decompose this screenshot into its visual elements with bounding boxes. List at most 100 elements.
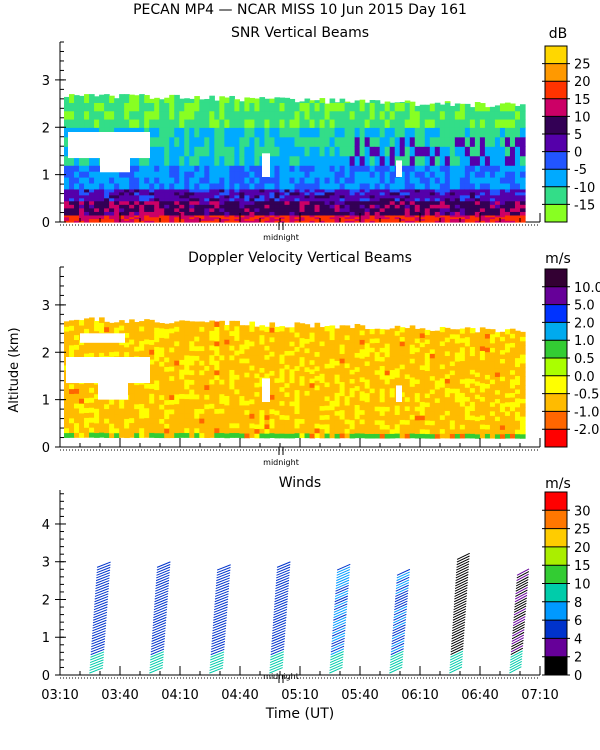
doppler-cell bbox=[454, 406, 461, 412]
snr-cell bbox=[184, 118, 190, 128]
snr-cell bbox=[489, 211, 496, 216]
doppler-cell bbox=[479, 368, 486, 374]
doppler-cell bbox=[79, 349, 85, 355]
doppler-cell bbox=[189, 374, 195, 380]
doppler-cell bbox=[299, 399, 306, 405]
doppler-cell bbox=[164, 418, 170, 424]
wind-barb bbox=[335, 579, 350, 587]
snr-cell bbox=[89, 171, 95, 178]
snr-cell bbox=[214, 220, 220, 223]
doppler-cell bbox=[104, 408, 110, 414]
wind-barb bbox=[272, 622, 287, 629]
snr-cell bbox=[144, 220, 150, 223]
snr-cell bbox=[279, 204, 286, 209]
snr-cell bbox=[154, 200, 160, 205]
snr-cell bbox=[369, 218, 376, 221]
snr-cell bbox=[304, 194, 311, 199]
snr-cell bbox=[329, 155, 336, 166]
doppler-cell bbox=[249, 350, 256, 356]
doppler-cell bbox=[424, 361, 431, 367]
snr-cell bbox=[174, 118, 180, 128]
doppler-cell bbox=[374, 410, 381, 416]
doppler-cell bbox=[274, 354, 281, 360]
doppler-cell bbox=[209, 408, 215, 414]
wind-barb bbox=[89, 662, 104, 669]
snr-cell bbox=[119, 188, 125, 193]
snr-cell bbox=[189, 177, 195, 184]
doppler-cell bbox=[109, 418, 115, 424]
doppler-cell bbox=[294, 336, 301, 343]
snr-cell bbox=[299, 127, 306, 138]
snr-cell bbox=[179, 177, 185, 184]
doppler-cell bbox=[344, 404, 351, 411]
doppler-cell bbox=[259, 367, 266, 373]
snr-cell bbox=[359, 220, 366, 223]
snr-cell bbox=[349, 136, 356, 147]
doppler-cell bbox=[384, 397, 391, 403]
snr-cell bbox=[289, 127, 296, 138]
snr-cell bbox=[169, 218, 175, 221]
snr-cell bbox=[239, 118, 245, 128]
doppler-cell bbox=[254, 400, 261, 406]
doppler-cell bbox=[459, 355, 466, 362]
doppler-cell bbox=[149, 402, 155, 409]
doppler-cell bbox=[244, 418, 251, 425]
doppler-cell bbox=[199, 340, 205, 347]
wind-barb bbox=[273, 606, 288, 613]
snr-cell bbox=[319, 171, 326, 178]
snr-cell bbox=[149, 216, 155, 220]
snr-cell bbox=[484, 127, 491, 138]
snr-cell bbox=[504, 182, 511, 190]
doppler-cell bbox=[419, 401, 426, 407]
doppler-cell bbox=[374, 378, 381, 384]
doppler-cell bbox=[89, 412, 95, 418]
snr-cell bbox=[269, 146, 276, 157]
snr-cell bbox=[494, 188, 501, 193]
snr-cell bbox=[234, 194, 240, 199]
doppler-cell bbox=[449, 347, 456, 353]
snr-cell bbox=[204, 211, 210, 216]
snr-cell bbox=[274, 197, 281, 202]
snr-cell bbox=[114, 171, 120, 178]
snr-cell bbox=[224, 110, 230, 120]
doppler-cell bbox=[64, 403, 70, 409]
doppler-cell bbox=[334, 360, 341, 366]
doppler-cell bbox=[304, 385, 311, 391]
snr-cell bbox=[364, 155, 371, 166]
doppler-cell bbox=[169, 366, 175, 372]
snr-cell bbox=[399, 197, 406, 202]
doppler-cell bbox=[274, 368, 281, 374]
wind-barb bbox=[452, 616, 466, 624]
snr-cell bbox=[454, 177, 461, 184]
doppler-cell bbox=[514, 433, 521, 439]
snr-cell bbox=[224, 220, 230, 223]
snr-cell bbox=[209, 136, 215, 147]
doppler-cell bbox=[89, 382, 95, 388]
doppler-cell bbox=[409, 381, 416, 387]
snr-cell bbox=[104, 207, 110, 212]
snr-cell bbox=[484, 204, 491, 209]
snr-cell bbox=[509, 211, 516, 216]
doppler-cell bbox=[424, 352, 431, 358]
wind-barb bbox=[274, 587, 289, 595]
doppler-cell bbox=[424, 401, 431, 408]
snr-cell bbox=[224, 204, 230, 209]
snr-cell bbox=[464, 171, 471, 178]
doppler-cell bbox=[174, 369, 180, 376]
snr-cell bbox=[69, 118, 75, 128]
snr-cell bbox=[109, 214, 115, 218]
snr-cell bbox=[364, 220, 371, 223]
snr-cell bbox=[104, 171, 110, 178]
doppler-cell bbox=[149, 398, 155, 404]
doppler-cell bbox=[509, 387, 516, 393]
doppler-cell bbox=[99, 412, 105, 418]
doppler-cell bbox=[429, 406, 436, 412]
doppler-cell bbox=[459, 401, 466, 407]
doppler-cell bbox=[209, 349, 215, 356]
snr-cell bbox=[349, 118, 356, 128]
doppler-cell bbox=[429, 420, 436, 426]
doppler-cell bbox=[349, 328, 356, 334]
wind-barb bbox=[390, 650, 404, 658]
snr-cell bbox=[214, 204, 220, 209]
doppler-cell bbox=[244, 423, 251, 429]
